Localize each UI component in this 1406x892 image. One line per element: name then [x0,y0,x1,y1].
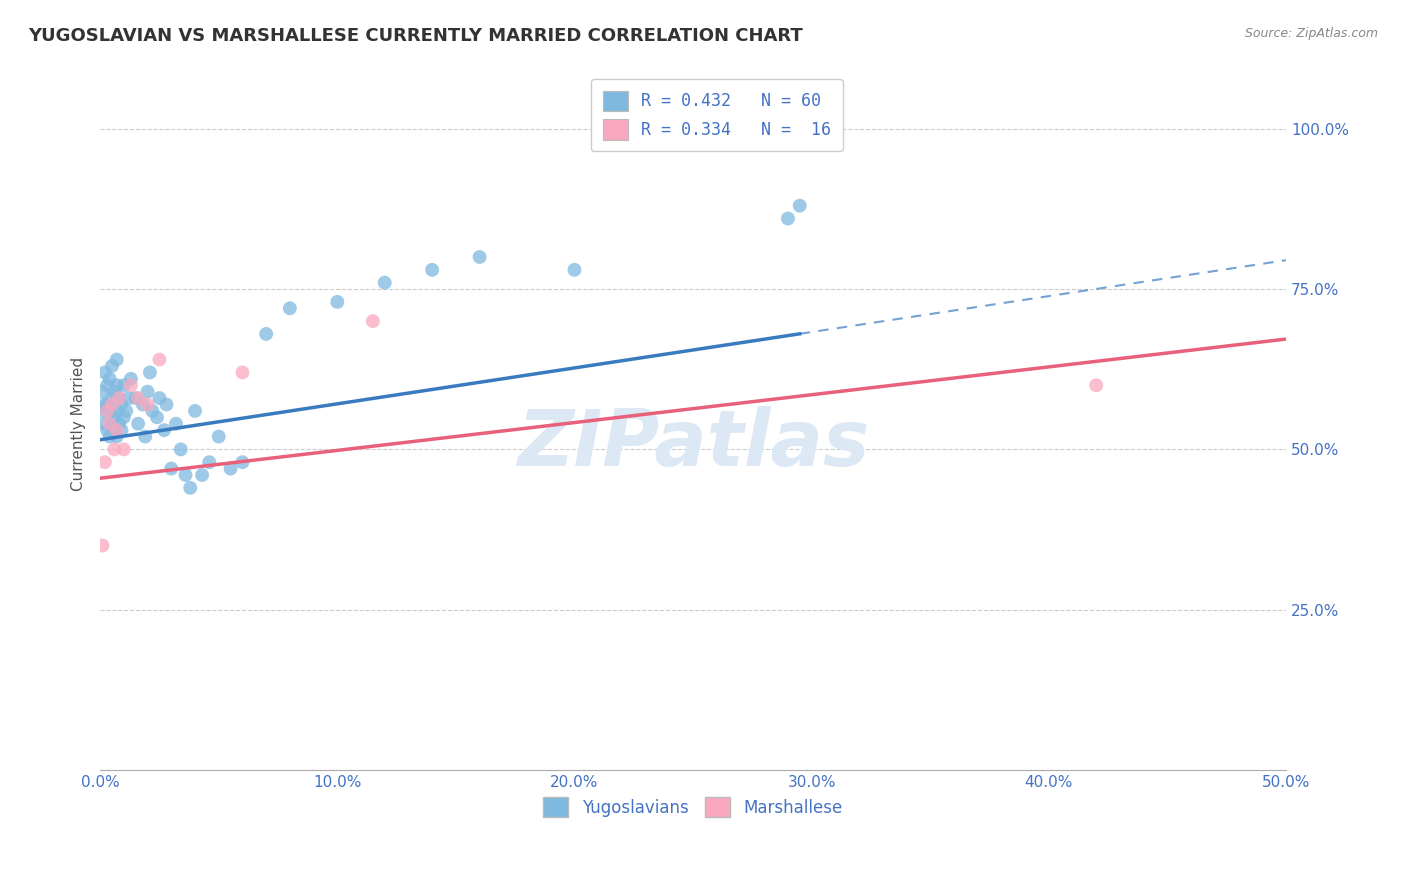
Point [108,417,131,431]
Point [120,372,142,386]
Point [91,539,114,553]
Point [94,455,117,469]
Point [101,397,124,411]
Point [115,404,138,418]
Point [105,378,128,392]
Point [96,423,118,437]
Point [165,417,187,431]
Point [112,378,135,392]
Point [134,429,156,443]
Point [108,391,131,405]
Point [254,326,277,341]
Point [91,404,114,418]
Point [94,417,117,431]
Point [103,410,125,425]
Point [117,391,139,405]
Point [98,417,121,431]
Point [96,378,118,392]
Point [231,366,253,380]
Point [105,429,128,443]
Point [98,429,121,443]
Point [198,455,221,469]
Point [96,404,118,418]
Point [103,384,125,399]
Point [155,397,177,411]
Y-axis label: Currently Married: Currently Married [72,357,86,491]
Point [231,455,253,469]
Point [141,404,163,418]
Text: Source: ZipAtlas.com: Source: ZipAtlas.com [1244,27,1378,40]
Point [374,276,396,290]
Point [105,352,128,367]
Point [112,442,135,457]
Point [98,404,121,418]
Point [105,423,128,437]
Point [184,404,207,418]
Point [179,481,201,495]
Point [136,384,159,399]
Point [112,410,135,425]
Point [139,366,162,380]
Point [103,442,125,457]
Point [146,410,169,425]
Text: YUGOSLAVIAN VS MARSHALLESE CURRENTLY MARRIED CORRELATION CHART: YUGOSLAVIAN VS MARSHALLESE CURRENTLY MAR… [28,27,803,45]
Point [110,397,132,411]
Point [136,397,159,411]
Point [127,391,149,405]
Point [101,359,124,373]
Point [468,250,491,264]
Point [98,372,121,386]
Point [148,352,170,367]
Point [101,391,124,405]
Point [96,397,118,411]
Point [94,366,117,380]
Point [174,468,197,483]
Legend: Yugoslavians, Marshallese: Yugoslavians, Marshallese [537,790,849,824]
Point [789,199,811,213]
Point [1085,378,1108,392]
Point [132,397,155,411]
Point [94,397,117,411]
Point [108,391,131,405]
Point [101,417,124,431]
Point [191,468,214,483]
Point [153,423,176,437]
Point [160,461,183,475]
Point [170,442,193,457]
Point [120,378,142,392]
Point [125,391,148,405]
Point [278,301,301,316]
Point [361,314,384,328]
Point [105,404,128,418]
Text: ZIPatlas: ZIPatlas [517,407,869,483]
Point [110,423,132,437]
Point [91,384,114,399]
Point [776,211,799,226]
Point [326,294,349,309]
Point [420,262,443,277]
Point [148,391,170,405]
Point [564,262,586,277]
Point [219,461,242,475]
Point [208,429,231,443]
Point [127,417,149,431]
